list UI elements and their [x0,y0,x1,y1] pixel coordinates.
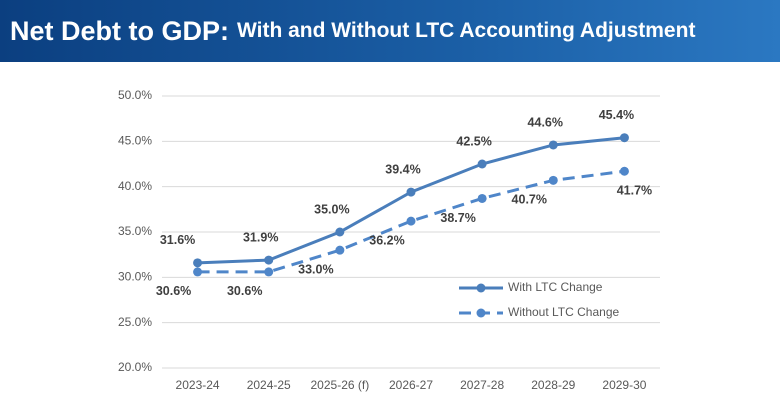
x-tick-label: 2029-30 [602,378,646,392]
value-label: 36.2% [369,233,404,247]
data-point [193,267,203,277]
data-point [335,245,345,255]
y-tick-label: 35.0% [118,224,152,238]
y-tick-label: 40.0% [118,179,152,193]
value-label: 38.7% [440,211,475,225]
y-tick-label: 25.0% [118,315,152,329]
value-label: 30.6% [156,284,191,298]
data-point [193,258,203,268]
x-tick-label: 2024-25 [247,378,291,392]
data-point [548,140,558,150]
x-tick-label: 2027-28 [460,378,504,392]
value-label: 41.7% [617,184,652,198]
value-label: 44.6% [528,115,563,129]
value-label: 40.7% [512,193,547,207]
legend-label: With LTC Change [508,280,603,294]
data-point [335,227,345,237]
title-banner: Net Debt to GDP: With and Without LTC Ac… [0,0,780,62]
data-point [264,267,274,277]
data-point [406,187,416,197]
chart: 20.0% 25.0% 30.0% 35.0% 40.0% 45.0% 50.0% 2023-… [118,88,660,392]
value-label: 33.0% [298,262,333,276]
legend-marker [476,283,486,293]
data-point [477,159,487,169]
y-tick-label: 45.0% [118,134,152,148]
x-tick-label: 2028-29 [531,378,575,392]
value-label: 31.6% [160,233,195,247]
value-label: 45.4% [599,108,634,122]
value-label: 42.5% [456,134,491,148]
value-label: 30.6% [227,284,262,298]
data-point [406,216,416,226]
y-tick-label: 20.0% [118,360,152,374]
value-label: 39.4% [385,162,420,176]
chart-subtitle: With and Without LTC Accounting Adjustme… [237,19,696,42]
value-label: 31.9% [243,230,278,244]
y-tick-label: 30.0% [118,270,152,284]
y-tick-label: 50.0% [118,88,152,102]
legend-marker [476,308,486,318]
value-label: 35.0% [314,202,349,216]
chart-title: Net Debt to GDP: [10,15,229,46]
data-point [619,133,629,143]
legend-label: Without LTC Change [508,305,619,319]
x-tick-label: 2026-27 [389,378,433,392]
data-point [264,255,274,265]
x-tick-label: 2023-24 [176,378,220,392]
data-point [477,193,487,203]
data-point [548,175,558,185]
data-point [619,166,629,176]
x-tick-label: 2025-26 (f) [311,378,370,392]
